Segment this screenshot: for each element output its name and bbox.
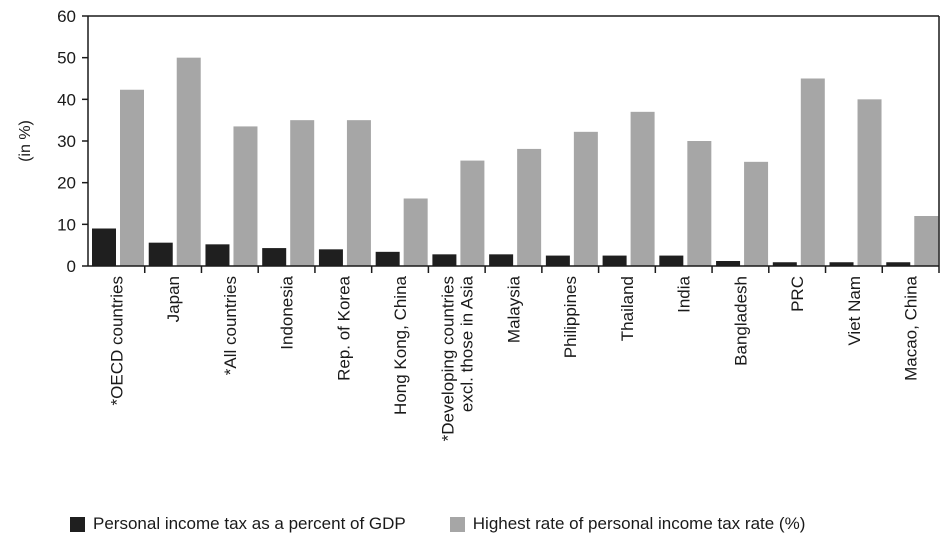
bar-highest-rate — [290, 120, 315, 267]
y-tick-label: 40 — [57, 90, 76, 109]
x-category-label: excl. those in Asia — [457, 275, 476, 412]
bar-income-tax-gdp — [829, 262, 854, 266]
bar-income-tax-gdp — [148, 242, 173, 266]
legend-label-highest-rate: Highest rate of personal income tax rate… — [472, 514, 806, 533]
bar-income-tax-gdp — [602, 255, 627, 266]
bar-highest-rate — [176, 57, 201, 266]
bar-highest-rate — [630, 111, 655, 266]
y-axis-title: (in %) — [17, 120, 34, 162]
y-axis-label: (in %) — [17, 120, 34, 162]
bars — [92, 57, 940, 273]
bar-income-tax-gdp — [318, 249, 343, 266]
y-axis: 0 10 20 30 40 50 60 — [57, 7, 88, 276]
x-category-label: Hong Kong, China — [391, 275, 410, 414]
x-category-label: PRC — [788, 276, 807, 312]
bar-highest-rate — [403, 198, 428, 266]
x-category-label: *All countries — [221, 276, 240, 375]
bar-income-tax-gdp — [716, 261, 741, 266]
x-category-label: Viet Nam — [845, 276, 864, 346]
bar-highest-rate — [800, 78, 825, 266]
x-category-label: Philippines — [561, 276, 580, 358]
legend: Personal income tax as a percent of GDP … — [70, 512, 805, 536]
x-category-label: Macao, China — [902, 275, 921, 380]
x-category-label: India — [675, 275, 694, 312]
x-axis-labels: *OECD countries Japan *All countries Indone… — [107, 275, 920, 441]
y-tick-label: 30 — [57, 132, 76, 151]
bar-highest-rate — [120, 89, 144, 266]
x-category-label: Malaysia — [505, 275, 524, 343]
x-category-label: Bangladesh — [731, 276, 750, 366]
bar-highest-rate — [914, 216, 939, 266]
y-tick-label: 0 — [67, 257, 76, 276]
bar-income-tax-gdp — [375, 251, 400, 266]
bar-highest-rate — [744, 161, 769, 266]
axes — [87, 15, 940, 267]
x-category-label: Rep. of Korea — [334, 275, 353, 380]
bar-highest-rate — [233, 126, 258, 267]
bar-income-tax-gdp — [92, 228, 116, 266]
legend-item-highest-rate: Highest rate of personal income tax rate… — [449, 514, 806, 534]
bar-highest-rate — [346, 120, 371, 267]
y-tick-label: 10 — [57, 215, 76, 234]
bar-income-tax-gdp — [489, 254, 514, 266]
bar-income-tax-gdp — [886, 262, 911, 266]
x-category-label: *Developing countries — [438, 276, 457, 441]
x-category-label: *OECD countries — [107, 276, 126, 405]
y-tick-label: 50 — [57, 49, 76, 68]
bar-income-tax-gdp — [205, 244, 230, 266]
bar-income-tax-gdp — [772, 262, 797, 266]
bar-income-tax-gdp — [545, 255, 570, 266]
bar-highest-rate — [460, 160, 485, 266]
legend-item-gdp: Personal income tax as a percent of GDP — [70, 514, 406, 534]
y-tick-label: 60 — [57, 7, 76, 26]
x-category-label: Japan — [164, 276, 183, 322]
y-tick-label: 20 — [57, 174, 76, 193]
bar-highest-rate — [573, 131, 598, 266]
legend-swatch-highest-rate — [449, 516, 465, 532]
x-category-label: Indonesia — [278, 275, 297, 349]
bar-highest-rate — [857, 99, 882, 266]
legend-label-gdp: Personal income tax as a percent of GDP — [93, 514, 406, 533]
bar-income-tax-gdp — [262, 248, 287, 266]
legend-swatch-gdp — [70, 516, 85, 532]
bar-highest-rate — [687, 141, 712, 266]
bar-income-tax-gdp — [432, 254, 457, 266]
bar-highest-rate — [517, 148, 542, 266]
x-category-label: Thailand — [618, 276, 637, 341]
bar-income-tax-gdp — [659, 255, 684, 266]
